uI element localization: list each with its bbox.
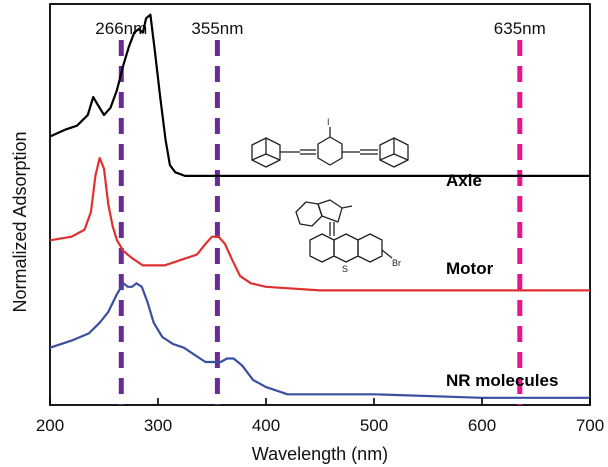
series-label: NR molecules	[446, 371, 558, 390]
marker-label: 635nm	[494, 19, 546, 38]
series-label: Axle	[446, 171, 482, 190]
x-tick-label: 200	[36, 416, 64, 435]
x-tick-label: 600	[468, 416, 496, 435]
x-tick-label: 400	[252, 416, 280, 435]
plot-frame	[50, 4, 590, 405]
x-tick-label: 700	[576, 416, 604, 435]
axle-iodine-label: I	[327, 117, 330, 127]
x-axis-title: Wavelength (nm)	[252, 444, 388, 464]
x-tick-label: 300	[144, 416, 172, 435]
marker-label: 355nm	[191, 19, 243, 38]
x-tick-label: 500	[360, 416, 388, 435]
y-axis-title: Normalized Adsorption	[10, 131, 30, 312]
motor-molecule-structure: S Br	[296, 200, 401, 274]
motor-bromine-label: Br	[392, 258, 401, 268]
axle-molecule-structure: I	[252, 117, 408, 167]
series-label: Motor	[446, 259, 494, 278]
data-series: Axle Motor NR molecules	[50, 15, 590, 398]
series-line	[50, 15, 590, 176]
motor-sulfur-label: S	[342, 264, 348, 274]
x-axis-ticks: 200 300 400 500 600 700	[36, 398, 604, 435]
series-line	[50, 158, 590, 290]
